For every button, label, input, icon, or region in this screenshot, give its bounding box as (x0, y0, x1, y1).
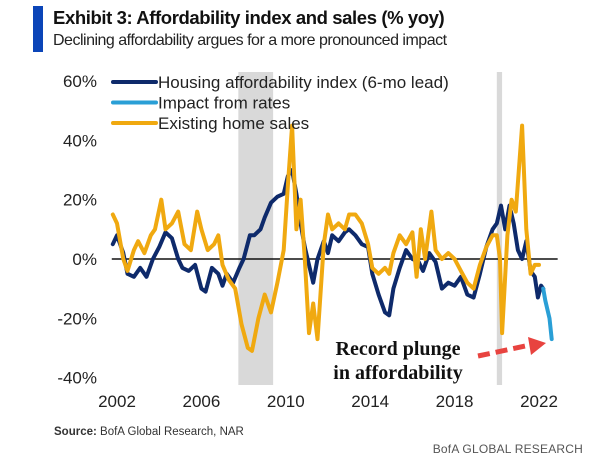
x-tick-label: 2022 (520, 392, 558, 411)
chart-subtitle: Declining affordability argues for a mor… (53, 32, 447, 49)
y-tick-label: -20% (57, 309, 97, 328)
y-tick-label: -40% (57, 369, 97, 388)
series-line-existing-home-sales (110, 123, 541, 353)
source-text: BofA Global Research, NAR (100, 426, 244, 438)
y-tick-label: 60% (63, 72, 97, 91)
annotation-arrow-head (528, 337, 546, 355)
series-line-housing-affordability-index-6-mo-lead (110, 168, 546, 318)
y-axis-ticks: -40% -20% 0% 20% 40% 60% (57, 72, 97, 388)
title-accent-bar (33, 6, 43, 52)
legend-label: Housing affordability index (6-mo lead) (158, 73, 449, 92)
legend-label: Impact from rates (158, 94, 290, 113)
x-tick-label: 2010 (267, 392, 305, 411)
annotation-text: in affordability (333, 362, 462, 384)
source-note: Source: BofA Global Research, NAR (54, 426, 244, 438)
source-label: Source: (54, 426, 97, 438)
x-tick-label: 2002 (98, 392, 136, 411)
x-tick-label: 2006 (182, 392, 220, 411)
y-tick-label: 40% (63, 131, 97, 150)
x-axis-ticks: 2002 2006 2010 2014 2018 2022 (98, 392, 558, 411)
annotation-text: Record plunge (336, 338, 461, 360)
series-line-impact-from-rates (541, 286, 554, 342)
series-layer (110, 123, 554, 353)
recession-band (496, 72, 503, 385)
brand-footer: BofA GLOBAL RESEARCH (432, 442, 583, 456)
y-tick-label: 20% (63, 191, 97, 210)
chart-title: Exhibit 3: Affordability index and sales… (53, 7, 445, 28)
annotation-arrow-shaft (477, 342, 531, 359)
y-tick-label: 0% (72, 250, 97, 269)
legend: Housing affordability index (6-mo lead) I… (111, 73, 449, 133)
x-tick-label: 2018 (436, 392, 474, 411)
legend-label: Existing home sales (158, 114, 309, 133)
x-tick-label: 2014 (351, 392, 389, 411)
